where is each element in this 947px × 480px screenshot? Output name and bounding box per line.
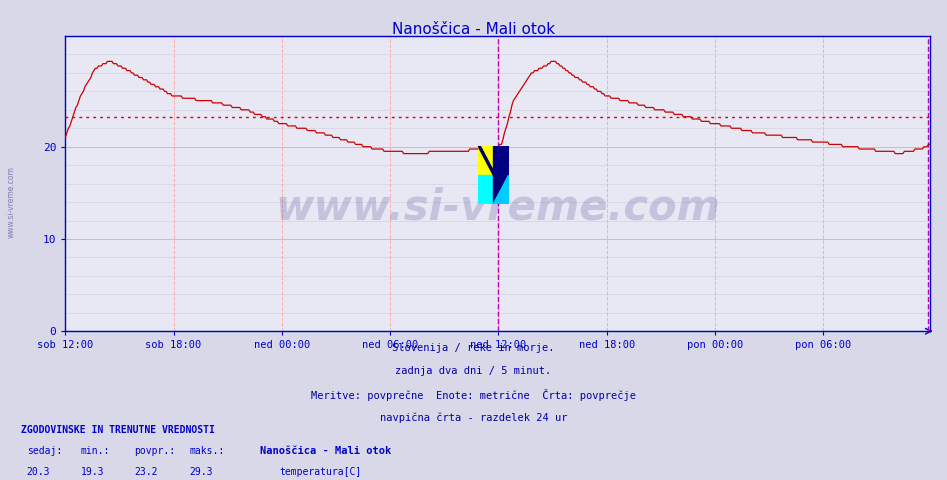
Polygon shape [493, 175, 509, 204]
Text: Nanoščica - Mali otok: Nanoščica - Mali otok [392, 22, 555, 36]
Text: maks.:: maks.: [189, 446, 224, 456]
Bar [493, 146, 509, 204]
Text: 20.3: 20.3 [27, 467, 50, 477]
Bar [478, 146, 493, 175]
Text: sedaj:: sedaj: [27, 446, 62, 456]
Text: www.si-vreme.com: www.si-vreme.com [276, 186, 720, 228]
Text: navpična črta - razdelek 24 ur: navpična črta - razdelek 24 ur [380, 412, 567, 423]
Text: Meritve: povprečne  Enote: metrične  Črta: povprečje: Meritve: povprečne Enote: metrične Črta:… [311, 389, 636, 401]
Bar [478, 175, 493, 204]
Text: 29.3: 29.3 [189, 467, 213, 477]
Text: zadnja dva dni / 5 minut.: zadnja dva dni / 5 minut. [396, 366, 551, 376]
Text: 23.2: 23.2 [134, 467, 158, 477]
Text: www.si-vreme.com: www.si-vreme.com [7, 166, 16, 238]
Text: min.:: min.: [80, 446, 110, 456]
Polygon shape [493, 175, 509, 204]
Text: ZGODOVINSKE IN TRENUTNE VREDNOSTI: ZGODOVINSKE IN TRENUTNE VREDNOSTI [21, 425, 215, 435]
Text: Nanoščica - Mali otok: Nanoščica - Mali otok [260, 446, 392, 456]
Text: 19.3: 19.3 [80, 467, 104, 477]
Text: temperatura[C]: temperatura[C] [279, 467, 362, 477]
Text: povpr.:: povpr.: [134, 446, 175, 456]
Text: Slovenija / reke in morje.: Slovenija / reke in morje. [392, 343, 555, 353]
Polygon shape [478, 146, 509, 204]
